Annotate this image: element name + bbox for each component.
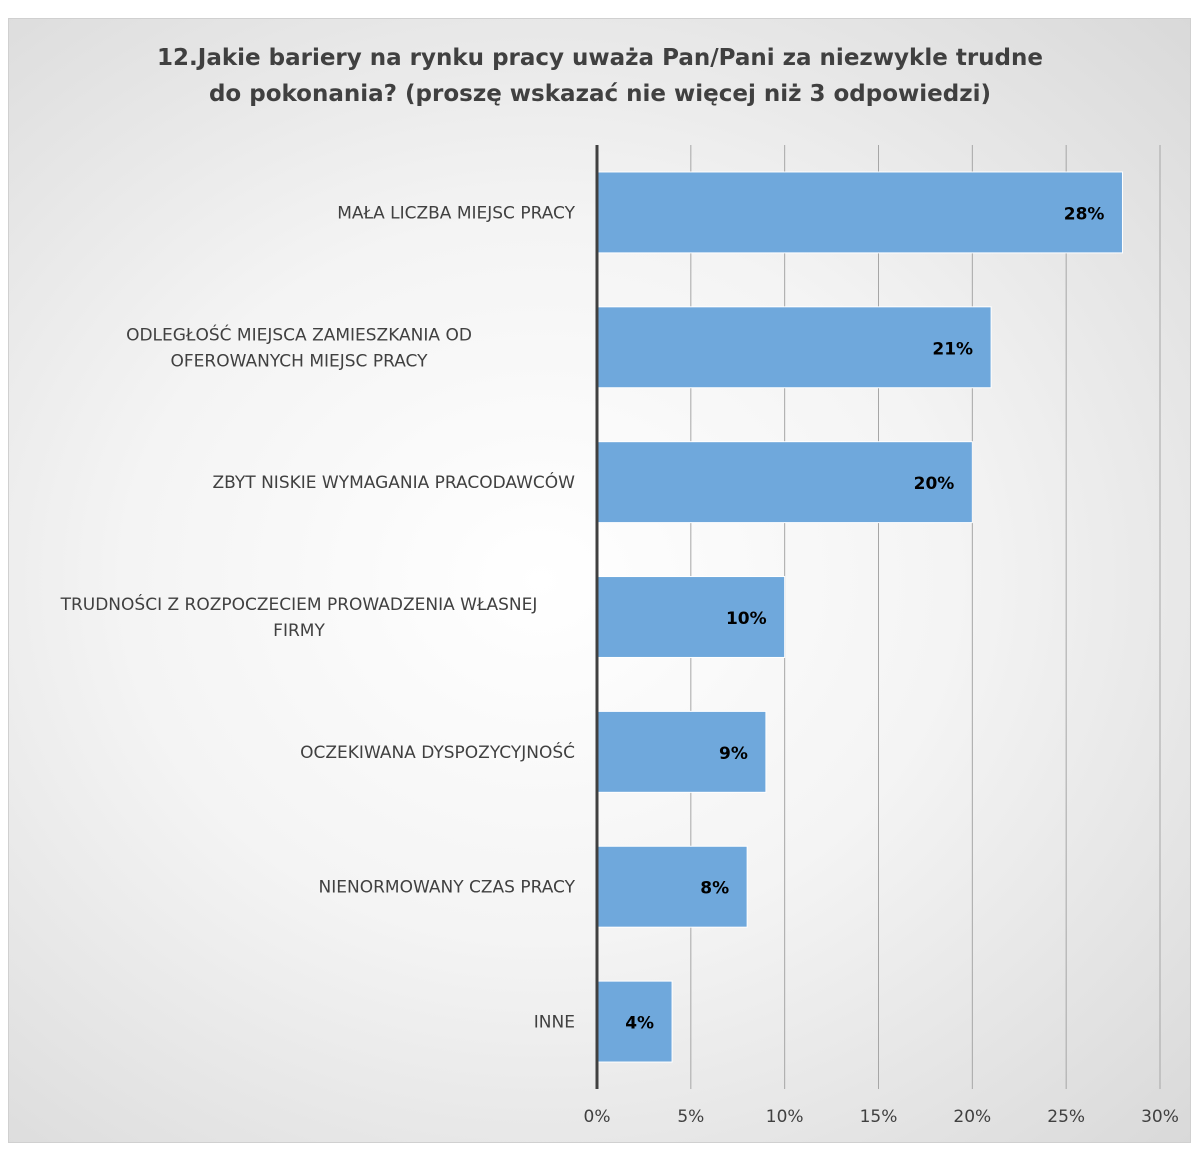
chart-title: 12.Jakie bariery na rynku pracy uważa Pa… — [157, 45, 1043, 107]
bar — [596, 845, 748, 928]
data-label: 10% — [726, 609, 767, 629]
bar — [596, 710, 767, 793]
data-label: 9% — [719, 744, 748, 764]
x-tick-label: 5% — [677, 1107, 704, 1127]
data-label: 4% — [625, 1014, 654, 1034]
category-label: INNE — [534, 1013, 575, 1033]
bar — [596, 306, 992, 389]
data-label: 21% — [932, 339, 973, 359]
category-labels: MAŁA LICZBA MIEJSC PRACY ODLEGŁOŚĆ MIEJSC… — [60, 203, 576, 1032]
x-tick-label: 30% — [1141, 1107, 1179, 1127]
category-label: ZBYT NISKIE WYMAGANIA PRACODAWCÓW — [213, 471, 576, 493]
data-label: 28% — [1064, 204, 1105, 224]
x-tick-label: 10% — [766, 1107, 804, 1127]
category-label: ODLEGŁOŚĆ MIEJSCA ZAMIESZKANIA OD — [126, 323, 472, 345]
chart-title-line: 12.Jakie bariery na rynku pracy uważa Pa… — [157, 45, 1043, 71]
bar — [596, 441, 973, 524]
category-label: TRUDNOŚCI Z ROZPOCZECIEM PROWADZENIA WŁA… — [60, 593, 538, 615]
bar — [596, 980, 673, 1063]
chart-area: 12.Jakie bariery na rynku pracy uważa Pa… — [8, 18, 1191, 1143]
x-tick-label: 20% — [953, 1107, 991, 1127]
bar-chart: 12.Jakie bariery na rynku pracy uważa Pa… — [60, 45, 1179, 1127]
x-tick-label: 0% — [584, 1107, 611, 1127]
bars — [596, 171, 1123, 1063]
data-labels: 28% 21% 20% 10% 9% 8% 4% — [625, 204, 1104, 1033]
category-label: FIRMY — [273, 621, 325, 641]
data-label: 20% — [914, 474, 955, 494]
category-label: MAŁA LICZBA MIEJSC PRACY — [337, 203, 575, 223]
cropped-document-text — [0, 0, 1199, 18]
category-label: NIENORMOWANY CZAS PRACY — [319, 878, 576, 898]
category-label: OFEROWANYCH MIEJSC PRACY — [171, 351, 429, 371]
data-label: 8% — [700, 879, 729, 899]
category-label: OCZEKIWANA DYSPOZYCYJNOŚĆ — [300, 741, 575, 763]
x-tick-labels: 0% 5% 10% 15% 20% 25% 30% — [584, 1107, 1179, 1127]
x-tick-label: 15% — [860, 1107, 898, 1127]
bar — [596, 171, 1123, 254]
bar — [596, 576, 786, 658]
x-tick-label: 25% — [1047, 1107, 1085, 1127]
gridlines — [690, 145, 1161, 1089]
chart-title-line: do pokonania? (proszę wskazać nie więcej… — [209, 81, 991, 107]
